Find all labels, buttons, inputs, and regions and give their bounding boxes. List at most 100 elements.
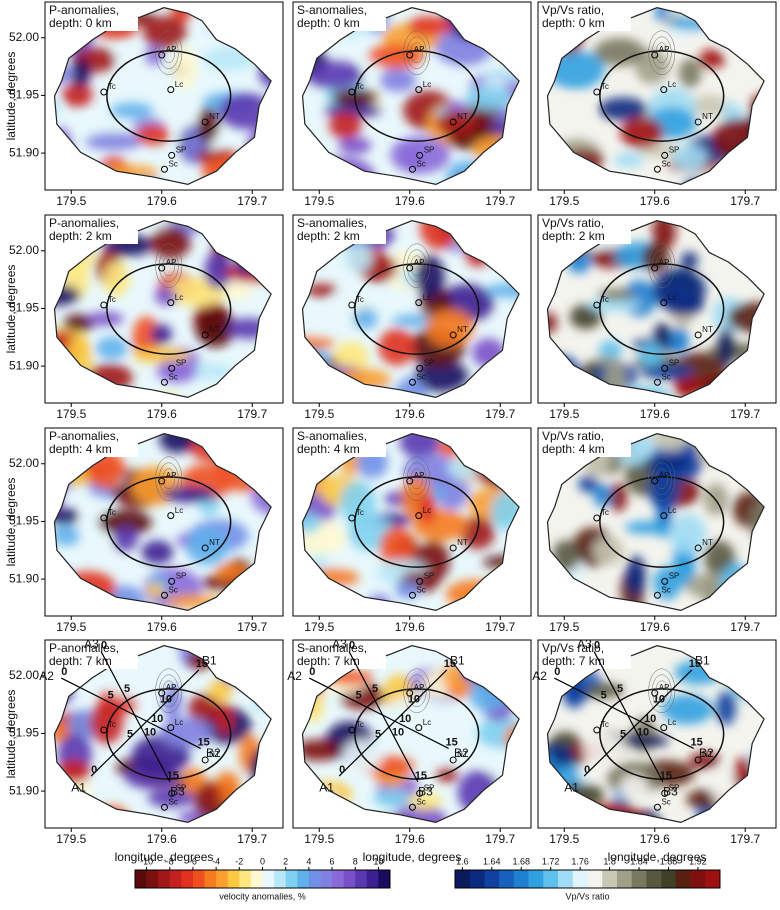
- panel-title: Vp/Vs ratio,: [542, 429, 604, 443]
- site-marker: [653, 165, 661, 173]
- profile-start-label: A1: [319, 781, 334, 795]
- colorbar-tick-label: 2: [283, 856, 288, 866]
- site-marker: [661, 789, 669, 797]
- colorbar-cell: [216, 870, 229, 888]
- field-blob: [698, 49, 726, 69]
- x-tick-label: 179.6: [147, 407, 177, 421]
- field-blob: [97, 156, 130, 185]
- caldera-rim: [106, 476, 232, 568]
- profile-end-label: B3: [170, 785, 185, 799]
- site-label: AP: [659, 258, 670, 267]
- y-axis-label: latitude, degrees: [4, 478, 18, 567]
- panel-title: depth: 2 km: [542, 229, 605, 243]
- site-label: Lc: [668, 718, 676, 727]
- field-blob: [592, 536, 625, 566]
- field-blob: [639, 144, 684, 158]
- site-label: NT: [209, 750, 220, 759]
- profile-end-label: B2: [699, 746, 714, 760]
- site-marker: [415, 299, 423, 307]
- panel-frame: [537, 639, 777, 829]
- field-blob: [306, 60, 364, 90]
- profile-km-label: 15: [689, 658, 701, 670]
- topo-contour: [648, 243, 676, 289]
- site-label: Sc: [416, 585, 425, 594]
- field-blob: [142, 16, 187, 49]
- site-marker: [158, 264, 166, 272]
- site-label: Tc: [356, 720, 364, 729]
- site-label: AP: [166, 471, 177, 480]
- field-blob: [447, 458, 484, 481]
- field-blob: [492, 108, 520, 122]
- field-blob: [87, 311, 124, 326]
- topo-contour: [403, 668, 431, 714]
- x-tick-label: 179.6: [147, 194, 177, 208]
- field-blob: [102, 261, 130, 297]
- site-label: Tc: [356, 508, 364, 517]
- field-blob: [499, 17, 518, 38]
- field-blob: [749, 137, 765, 180]
- site-label: Tc: [108, 82, 116, 91]
- field-blob: [603, 361, 627, 398]
- colorbar-tick-label: 4: [306, 856, 311, 866]
- topo-contour: [155, 456, 183, 502]
- field-blob: [264, 334, 272, 374]
- field-blob: [547, 355, 581, 393]
- colorbar-cell: [169, 870, 182, 888]
- y-axis-label: latitude, degrees: [4, 690, 18, 779]
- field-blob: [653, 322, 672, 345]
- colorbar-cell: [631, 870, 647, 888]
- panel-title: depth: 7 km: [542, 654, 605, 668]
- colorbar-cell: [204, 870, 217, 888]
- field-blob: [685, 572, 745, 600]
- profile-line: [554, 677, 694, 749]
- field-blob: [333, 341, 369, 374]
- field-blob: [661, 694, 713, 725]
- profile-end-label: B3: [663, 785, 678, 799]
- profile-km-label: 10: [644, 713, 656, 725]
- field-blob: [691, 94, 728, 117]
- site-marker: [653, 378, 661, 386]
- field-blob: [566, 249, 592, 274]
- field-blob: [54, 508, 80, 525]
- field-blob: [578, 474, 599, 493]
- x-tick-label: 179.7: [730, 194, 760, 208]
- field-blob: [400, 268, 419, 287]
- x-tick-label: 179.6: [640, 407, 670, 421]
- site-label: AP: [659, 683, 670, 692]
- x-tick-label: 179.6: [640, 620, 670, 634]
- site-label: Sc: [416, 797, 425, 806]
- x-tick-label: 179.7: [237, 832, 267, 846]
- site-label: SP: [424, 572, 435, 581]
- site-label: Lc: [668, 506, 676, 515]
- profile-km-label: 15: [196, 658, 208, 670]
- panel-title: P-anomalies,: [49, 429, 119, 443]
- field-blob: [84, 132, 144, 151]
- field-blob: [302, 455, 329, 471]
- profile-km-label: 15: [691, 736, 703, 748]
- colorbar-cell: [587, 870, 603, 888]
- x-tick-label: 179.7: [237, 407, 267, 421]
- field-blob: [455, 225, 479, 239]
- site-marker: [408, 378, 416, 386]
- panel-title: depth: 2 km: [297, 229, 360, 243]
- profile-km-label: 10: [392, 726, 404, 738]
- site-label: AP: [166, 45, 177, 54]
- site-label: Tc: [601, 720, 609, 729]
- topo-contour: [403, 30, 431, 76]
- field-blob: [165, 594, 222, 609]
- site-label: AP: [659, 471, 670, 480]
- field-blob: [514, 126, 520, 139]
- colorbar-cell: [690, 870, 706, 888]
- colorbar-cell: [661, 870, 677, 888]
- site-label: Lc: [423, 293, 431, 302]
- field-blob: [390, 135, 451, 174]
- field-blob: [225, 263, 272, 283]
- panel-title: Vp/Vs ratio,: [542, 3, 604, 17]
- title-box: [294, 3, 386, 31]
- profile-km-label: 15: [446, 736, 458, 748]
- field-blob: [465, 85, 513, 111]
- profile-km-label: 0: [309, 666, 315, 678]
- colorbar-tick-label: 1.92: [689, 856, 707, 866]
- x-tick-label: 179.5: [549, 407, 579, 421]
